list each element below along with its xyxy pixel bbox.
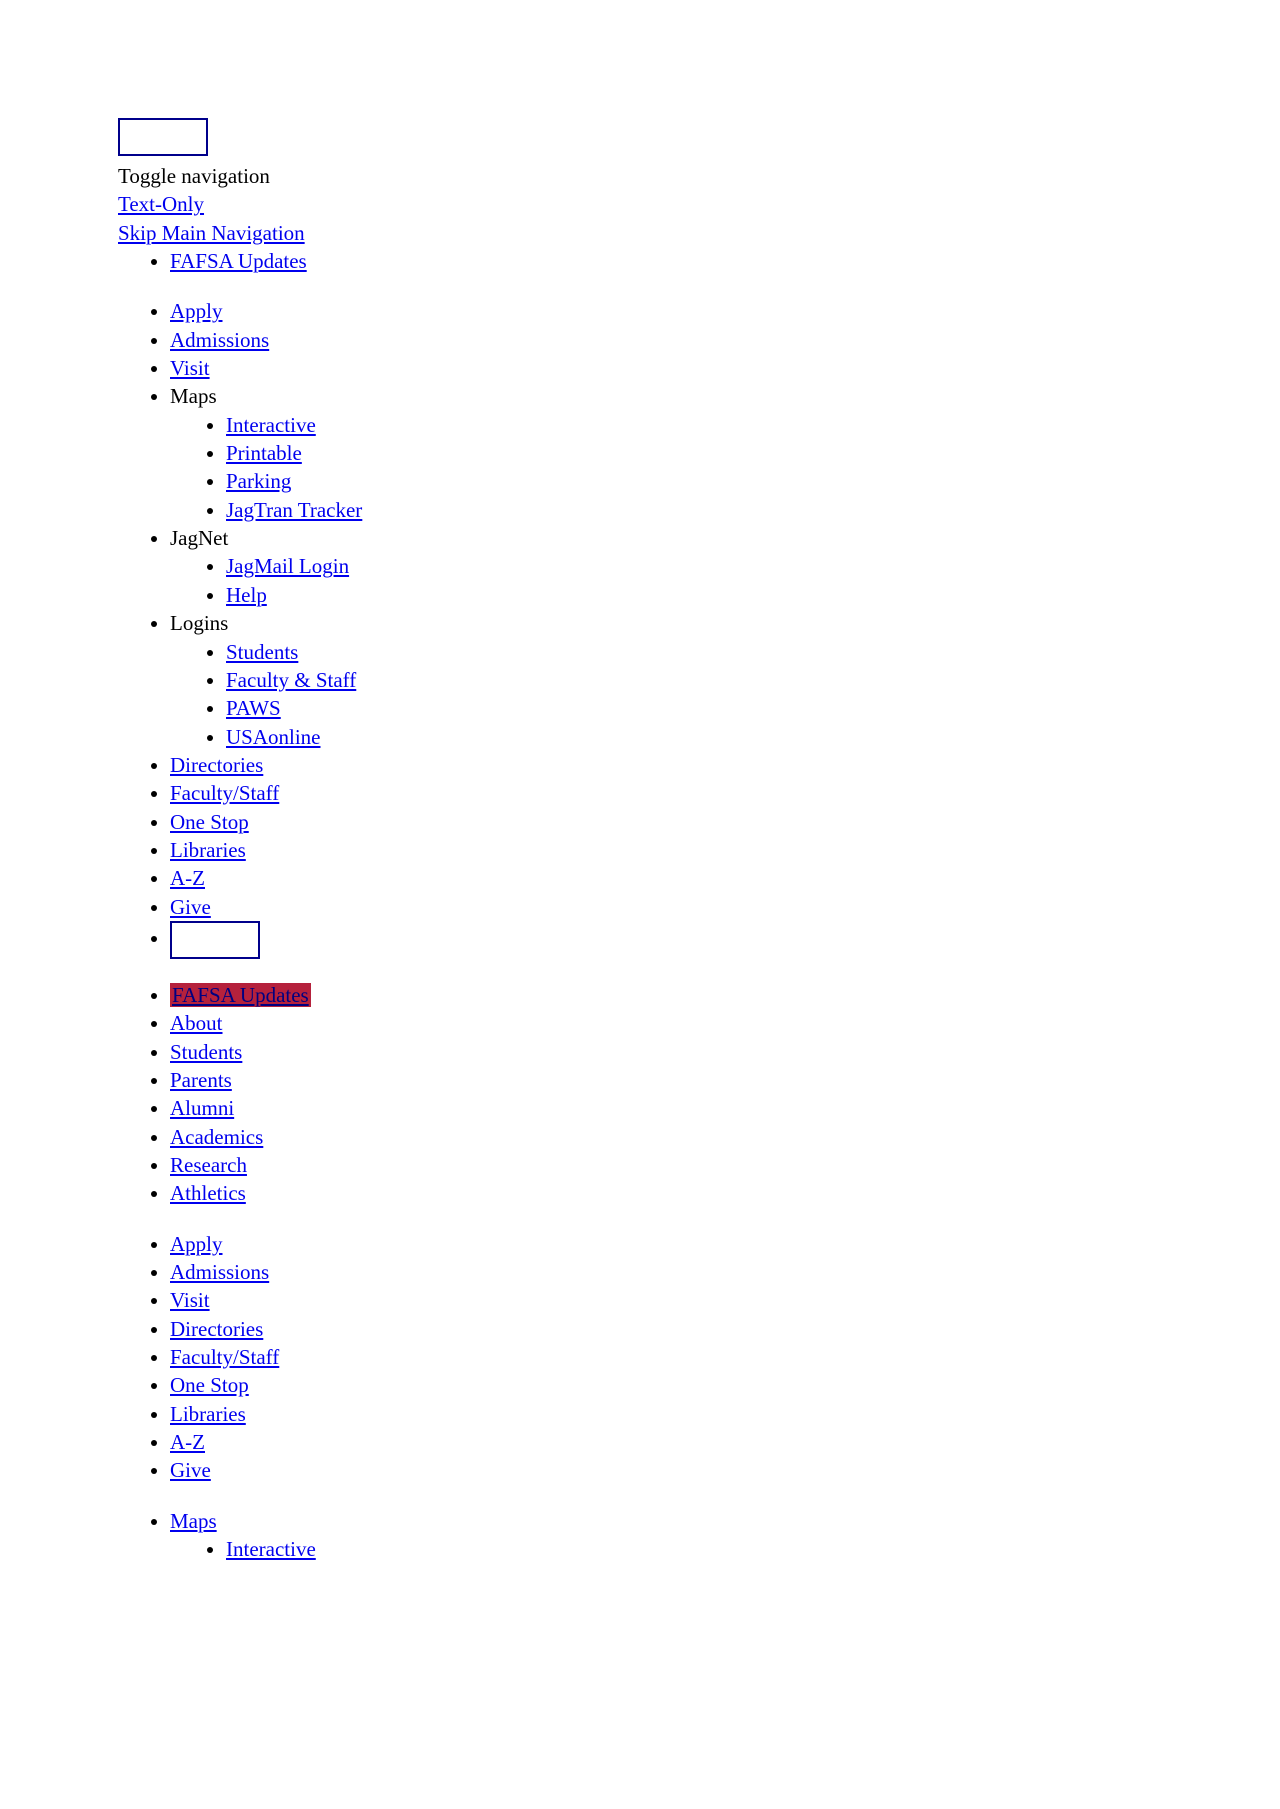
parents-link[interactable]: Parents xyxy=(170,1068,232,1092)
athletics-link[interactable]: Athletics xyxy=(170,1181,246,1205)
admissions-link[interactable]: Admissions xyxy=(170,328,269,352)
nav-list-4: Maps Interactive xyxy=(118,1507,1280,1564)
maps-label: Maps xyxy=(170,384,217,408)
libraries-link[interactable]: Libraries xyxy=(170,838,246,862)
text-only-link[interactable]: Text-Only xyxy=(118,192,204,216)
nav-list-1b: Apply Admissions Visit Maps Interactive … xyxy=(118,297,1280,959)
toggle-button-box[interactable] xyxy=(118,118,208,156)
logins-label: Logins xyxy=(170,611,228,635)
directories-link[interactable]: Directories xyxy=(170,753,263,777)
apply-link[interactable]: Apply xyxy=(170,299,223,323)
maps-jagtran-link[interactable]: JagTran Tracker xyxy=(226,498,362,522)
about-link[interactable]: About xyxy=(170,1011,223,1035)
visit-link-2[interactable]: Visit xyxy=(170,1288,210,1312)
alumni-link[interactable]: Alumni xyxy=(170,1096,234,1120)
one-stop-link-2[interactable]: One Stop xyxy=(170,1373,249,1397)
jagnet-help-link[interactable]: Help xyxy=(226,583,267,607)
logins-faculty-link[interactable]: Faculty & Staff xyxy=(226,668,356,692)
academics-link[interactable]: Academics xyxy=(170,1125,263,1149)
visit-link[interactable]: Visit xyxy=(170,356,210,380)
maps-link-2[interactable]: Maps xyxy=(170,1509,217,1533)
nav-list-3: Apply Admissions Visit Directories Facul… xyxy=(118,1230,1280,1485)
nav-button-box[interactable] xyxy=(170,921,260,959)
fafsa-updates-link[interactable]: FAFSA Updates xyxy=(170,249,307,273)
toggle-navigation-text: Toggle navigation xyxy=(118,164,270,188)
jagnet-label: JagNet xyxy=(170,526,228,550)
apply-link-2[interactable]: Apply xyxy=(170,1232,223,1256)
nav-list-2: FAFSA Updates About Students Parents Alu… xyxy=(118,981,1280,1208)
maps-interactive-link[interactable]: Interactive xyxy=(226,413,316,437)
maps-interactive-link-2[interactable]: Interactive xyxy=(226,1537,316,1561)
nav-list-1: FAFSA Updates xyxy=(118,247,1280,275)
skip-main-navigation-link[interactable]: Skip Main Navigation xyxy=(118,221,305,245)
logins-students-link[interactable]: Students xyxy=(226,640,298,664)
directories-link-2[interactable]: Directories xyxy=(170,1317,263,1341)
give-link[interactable]: Give xyxy=(170,895,211,919)
fafsa-updates-highlight-link[interactable]: FAFSA Updates xyxy=(170,983,311,1007)
az-link-2[interactable]: A-Z xyxy=(170,1430,205,1454)
logins-usaonline-link[interactable]: USAonline xyxy=(226,725,321,749)
libraries-link-2[interactable]: Libraries xyxy=(170,1402,246,1426)
one-stop-link[interactable]: One Stop xyxy=(170,810,249,834)
admissions-link-2[interactable]: Admissions xyxy=(170,1260,269,1284)
maps-parking-link[interactable]: Parking xyxy=(226,469,291,493)
research-link[interactable]: Research xyxy=(170,1153,247,1177)
faculty-staff-link-2[interactable]: Faculty/Staff xyxy=(170,1345,279,1369)
logins-paws-link[interactable]: PAWS xyxy=(226,696,281,720)
az-link[interactable]: A-Z xyxy=(170,866,205,890)
faculty-staff-link[interactable]: Faculty/Staff xyxy=(170,781,279,805)
give-link-2[interactable]: Give xyxy=(170,1458,211,1482)
maps-printable-link[interactable]: Printable xyxy=(226,441,302,465)
jagmail-login-link[interactable]: JagMail Login xyxy=(226,554,349,578)
students-link[interactable]: Students xyxy=(170,1040,242,1064)
